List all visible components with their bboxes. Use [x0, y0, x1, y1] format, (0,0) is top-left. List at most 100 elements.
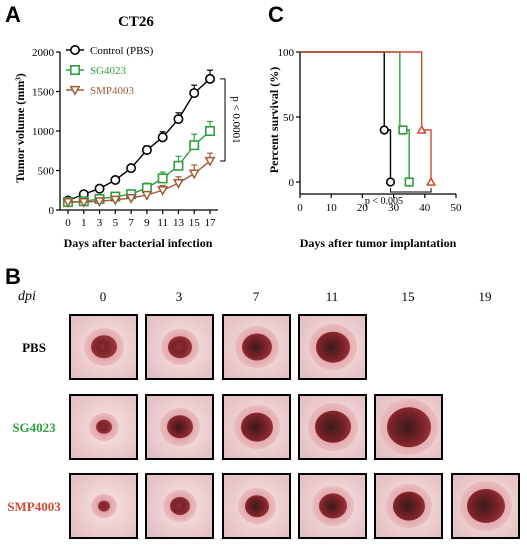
tumor-wound	[166, 415, 193, 439]
censor-mark	[398, 125, 408, 135]
x-tick-label: 10	[326, 202, 338, 214]
panel-letter-c: C	[268, 2, 284, 27]
day-label: 15	[401, 289, 415, 304]
y-tick-label: 100	[278, 47, 295, 59]
x-tick-label: 0	[65, 217, 71, 229]
legend-label: SG4023	[90, 65, 127, 77]
data-point	[109, 195, 121, 206]
data-point	[173, 160, 184, 171]
x-tick-label: 5	[113, 217, 119, 229]
x-tick-label: 13	[173, 217, 185, 229]
wound-photo	[69, 394, 138, 460]
censor-mark	[385, 177, 396, 187]
row-label: SG4023	[12, 420, 56, 435]
y-tick-label: 2000	[32, 47, 55, 59]
legend-marker	[69, 85, 81, 96]
chart-a-ylabel: Tumor volume (mm³)	[13, 73, 27, 183]
tumor-wound	[97, 500, 110, 512]
tumor-wound	[240, 412, 273, 442]
data-point	[141, 144, 152, 155]
day-label: 7	[252, 289, 260, 304]
data-point	[110, 174, 121, 185]
wound-photo	[145, 314, 214, 380]
y-tick-label: 500	[38, 166, 55, 178]
dpi-label: dpi	[18, 289, 36, 304]
data-point	[125, 194, 137, 204]
wound-photo	[145, 473, 214, 539]
row-label: SMP4003	[7, 499, 61, 514]
chart-c-xlabel: Days after tumor implantation	[300, 236, 457, 250]
y-tick-label: 1000	[32, 126, 55, 138]
x-tick-label: 1	[81, 217, 87, 229]
chart-a-xlabel: Days after bacterial infection	[64, 236, 213, 250]
panel-letter-a: A	[5, 2, 21, 27]
tumor-wound	[315, 331, 350, 363]
wound-photo	[69, 473, 138, 539]
chart-a-title: CT26	[118, 14, 154, 30]
data-point	[141, 182, 152, 193]
data-point	[157, 173, 168, 184]
day-label: 3	[175, 289, 183, 304]
wound-photo	[374, 394, 443, 460]
day-label: 19	[478, 289, 492, 304]
chart-a-pvalue: p < 0.0001	[230, 96, 242, 143]
tumor-wound	[314, 410, 351, 444]
x-tick-label: 3	[97, 217, 103, 229]
y-tick-label: 50	[283, 112, 295, 124]
y-tick-label: 0	[49, 205, 55, 217]
data-point	[94, 183, 105, 194]
data-point	[189, 88, 200, 99]
tumor-wound	[392, 491, 425, 521]
tumor-wound	[95, 419, 112, 435]
x-tick-label: 15	[189, 217, 201, 229]
significance-bracket	[389, 188, 432, 193]
censor-mark	[425, 176, 437, 186]
chart-c-pvalue: p < 0.005	[365, 196, 403, 207]
data-point	[188, 169, 200, 180]
tumor-wound	[386, 407, 431, 447]
data-point	[204, 156, 216, 167]
tumor-wound	[466, 488, 505, 524]
censor-mark	[404, 177, 414, 187]
legend-label: Control (PBS)	[90, 45, 154, 57]
x-tick-label: 0	[297, 202, 303, 214]
survival-curve	[300, 51, 410, 182]
data-point	[94, 197, 106, 208]
significance-bracket	[220, 78, 226, 162]
data-point	[173, 114, 184, 125]
legend-marker	[70, 44, 81, 55]
survival-curve	[300, 51, 432, 182]
wound-photo	[298, 473, 367, 539]
wound-photo	[222, 314, 291, 380]
day-label: 0	[99, 289, 107, 304]
tumor-wound	[167, 336, 192, 358]
legend-marker	[70, 65, 81, 76]
y-tick-label: 1500	[32, 87, 55, 99]
series-line	[68, 160, 211, 203]
x-tick-label: 40	[419, 202, 431, 214]
wound-photo	[69, 314, 138, 380]
data-point	[205, 126, 216, 137]
tumor-wound	[244, 495, 269, 517]
wound-photo	[451, 473, 520, 539]
censor-mark	[416, 124, 427, 134]
row-label: PBS	[22, 340, 46, 355]
data-point	[62, 197, 74, 208]
x-tick-label: 7	[128, 217, 134, 229]
data-point	[189, 140, 200, 151]
series-line	[67, 78, 211, 202]
y-tick-label: 0	[289, 177, 295, 189]
data-point	[157, 132, 168, 143]
wound-photo	[298, 394, 367, 460]
wound-photo	[222, 473, 291, 539]
wound-photo	[145, 394, 214, 460]
x-tick-label: 9	[144, 217, 150, 229]
survival-curve	[300, 51, 392, 182]
tumor-wound	[169, 497, 190, 515]
x-tick-label: 30	[388, 202, 400, 214]
data-point	[141, 190, 153, 201]
tumor-wound	[318, 493, 347, 519]
series-line	[67, 130, 211, 203]
panel-letter-b: B	[5, 264, 21, 289]
censor-mark	[379, 125, 389, 135]
